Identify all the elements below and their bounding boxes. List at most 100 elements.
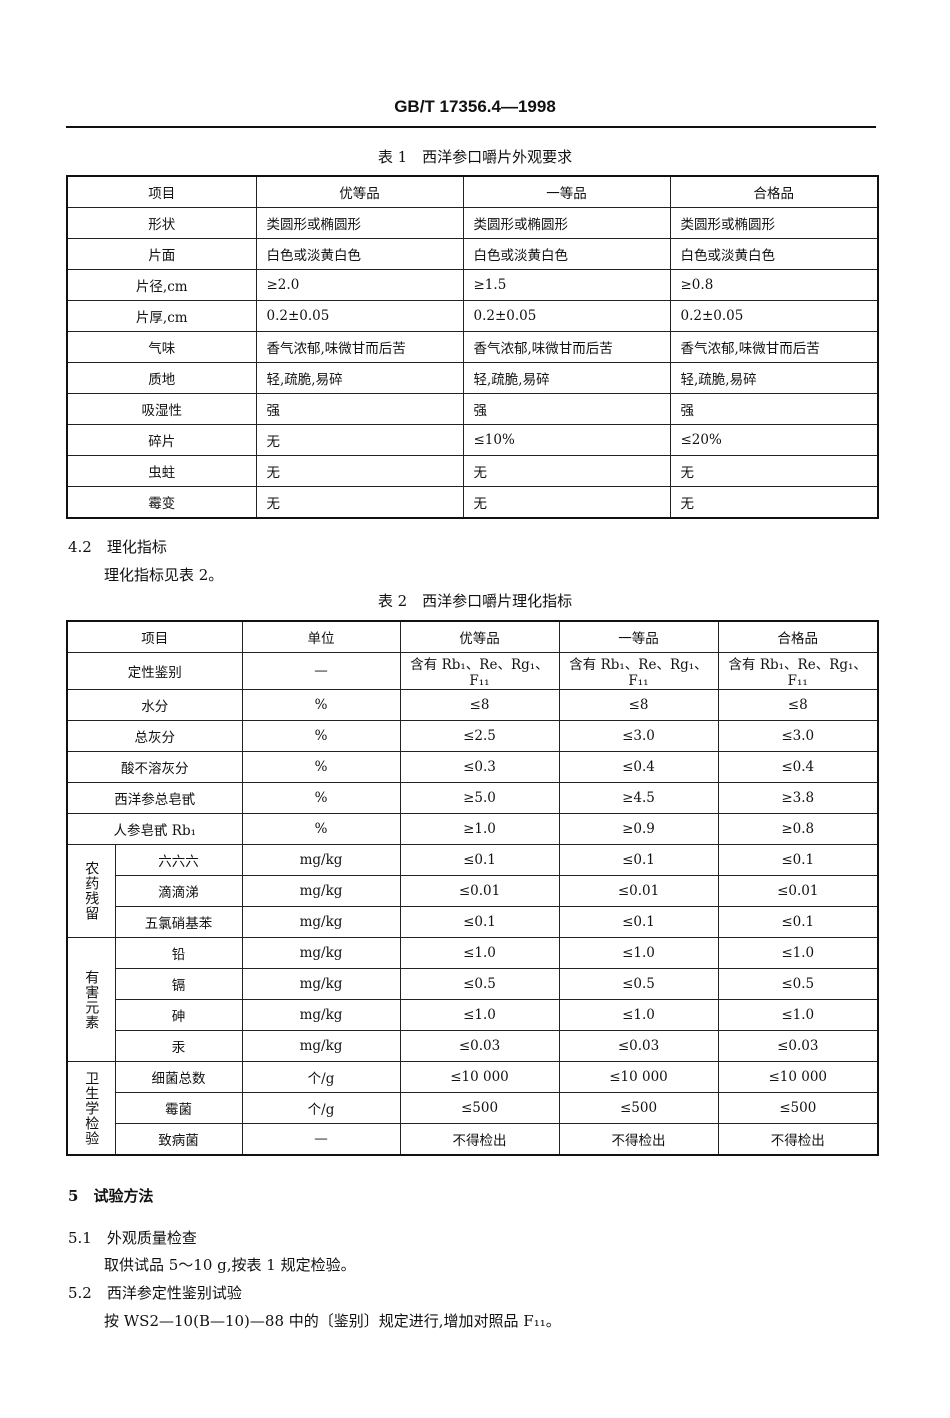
column-header: 优等品	[399, 620, 560, 653]
table-cell: 白色或淡黄白色	[255, 238, 464, 270]
table-row: 滴滴涕 mg/kg ≤0.01 ≤0.01 ≤0.01	[67, 875, 879, 907]
table-cell: ≤0.03	[558, 1030, 719, 1062]
table-cell: ≤0.03	[717, 1030, 879, 1062]
table-cell: 白色或淡黄白色	[462, 238, 671, 270]
table-cell: 无	[255, 424, 464, 456]
table-row: 有害元素铅 mg/kg ≤1.0 ≤1.0 ≤1.0	[66, 937, 879, 1062]
column-header: 合格品	[717, 620, 879, 653]
table-cell: ≤8	[558, 689, 719, 721]
row-label: 霉变	[66, 486, 257, 519]
table-cell: ≤0.01	[399, 875, 560, 907]
table-cell: ≤0.03	[399, 1030, 560, 1062]
table-cell: %	[241, 751, 401, 783]
row-label: 形状	[66, 207, 257, 239]
row-label: 质地	[66, 362, 257, 394]
table-cell: %	[241, 782, 401, 814]
table-cell: 香气浓郁,味微甘而后苦	[255, 331, 464, 363]
table-header-row: 项目 优等品 一等品 合格品	[66, 175, 879, 208]
section-5-heading: 5 试验方法	[68, 1185, 153, 1206]
section-number: 5.1	[68, 1229, 92, 1247]
table-cell: ≤10 000	[717, 1061, 879, 1093]
table-cell: ≤8	[399, 689, 560, 721]
table-cell: 含有 Rb₁、Re、Rg₁、F₁₁	[717, 652, 879, 690]
table-row: 形状 类圆形或椭圆形 类圆形或椭圆形 类圆形或椭圆形	[66, 207, 879, 239]
table-row: 水分% ≤8 ≤8 ≤8	[66, 689, 879, 721]
row-label: 总灰分	[66, 720, 243, 752]
table-cell: ≥1.5	[462, 269, 671, 301]
row-label: 水分	[66, 689, 243, 721]
table-cell: 0.2±0.05	[669, 300, 879, 332]
row-label: 片面	[66, 238, 257, 270]
section-5-1-heading: 5.1 外观质量检查	[68, 1227, 197, 1248]
row-label: 五氯硝基苯	[114, 906, 243, 938]
table-cell: ≥0.9	[558, 813, 719, 845]
section-title: 理化指标	[106, 538, 167, 556]
table-row: 五氯硝基苯 mg/kg ≤0.1 ≤0.1 ≤0.1	[67, 906, 879, 938]
table-cell: 类圆形或椭圆形	[462, 207, 671, 239]
table-cell: 不得检出	[717, 1123, 879, 1156]
table-cell: ≤10 000	[399, 1061, 560, 1093]
table-cell: ≤500	[399, 1092, 560, 1124]
table2-caption: 表 2 西洋参口嚼片理化指标	[377, 592, 573, 610]
table-cell: ≤0.1	[717, 844, 879, 876]
column-header: 项目	[66, 175, 257, 208]
table-cell: 含有 Rb₁、Re、Rg₁、F₁₁	[558, 652, 719, 690]
table-cell: ≥0.8	[669, 269, 879, 301]
table1-appearance: 项目 优等品 一等品 合格品 形状 类圆形或椭圆形 类圆形或椭圆形 类圆形或椭圆形 片面 白色或淡…	[66, 175, 879, 519]
table-cell: ≤0.5	[399, 968, 560, 1000]
column-header: 项目	[66, 620, 243, 653]
table-cell: 类圆形或椭圆形	[255, 207, 464, 239]
table-row: 片厚,cm 0.2±0.05 0.2±0.05 0.2±0.05	[66, 300, 879, 332]
table-cell: ≤2.5	[399, 720, 560, 752]
table-cell: mg/kg	[241, 906, 401, 938]
table-cell: ≤10 000	[558, 1061, 719, 1093]
table-cell: ≤0.3	[399, 751, 560, 783]
section-5-2-heading: 5.2 西洋参定性鉴别试验	[68, 1282, 242, 1303]
table-cell: mg/kg	[241, 968, 401, 1000]
table-row: 霉菌 个/g ≤500 ≤500 ≤500	[67, 1092, 879, 1124]
row-label: 镉	[114, 968, 243, 1000]
table-cell: 无	[255, 486, 464, 519]
table-cell: ≤1.0	[558, 999, 719, 1031]
table1-caption: 表 1 西洋参口嚼片外观要求	[377, 148, 573, 166]
table-cell: mg/kg	[241, 844, 401, 876]
table-row: 气味 香气浓郁,味微甘而后苦 香气浓郁,味微甘而后苦 香气浓郁,味微甘而后苦	[66, 331, 879, 363]
section-5-2-text: 按 WS2—10(B—10)—88 中的〔鉴别〕规定进行,增加对照品 F₁₁。	[104, 1312, 561, 1330]
table-cell: ≤500	[717, 1092, 879, 1124]
table-cell: 无	[462, 455, 671, 487]
document-header: GB/T 17356.4—1998	[394, 97, 556, 116]
table-cell: ≤1.0	[558, 937, 719, 969]
table-cell: ≤0.4	[558, 751, 719, 783]
table-cell: ≤0.1	[558, 906, 719, 938]
table-cell: ≤0.1	[558, 844, 719, 876]
table-row: 定性鉴别 — 含有 Rb₁、Re、Rg₁、F₁₁ 含有 Rb₁、Re、Rg₁、F₁₁ 含…	[66, 652, 879, 690]
table-cell: 无	[255, 455, 464, 487]
row-label: 滴滴涕	[114, 875, 243, 907]
table-cell: ≤1.0	[399, 999, 560, 1031]
table-cell: 类圆形或椭圆形	[669, 207, 879, 239]
table-cell: 不得检出	[558, 1123, 719, 1156]
section-number: 5	[68, 1187, 79, 1205]
table-cell: ≤0.01	[717, 875, 879, 907]
table-cell: ≤1.0	[717, 937, 879, 969]
table-cell: ≥3.8	[717, 782, 879, 814]
table-cell: 个/g	[241, 1061, 401, 1093]
column-header: 合格品	[669, 175, 879, 208]
table-cell: 强	[255, 393, 464, 425]
row-label: 片径,cm	[66, 269, 257, 301]
group-label: 卫生学检验	[66, 1061, 116, 1156]
table-cell: 轻,疏脆,易碎	[669, 362, 879, 394]
table-cell: 轻,疏脆,易碎	[255, 362, 464, 394]
section-4-2-heading: 4.2 理化指标	[68, 536, 167, 557]
row-label: 西洋参总皂甙	[66, 782, 243, 814]
row-label: 六六六	[114, 844, 243, 876]
table-cell: ≤0.4	[717, 751, 879, 783]
table-cell: 含有 Rb₁、Re、Rg₁、F₁₁	[399, 652, 560, 690]
section-number: 5.2	[68, 1284, 92, 1302]
table-cell: 无	[669, 455, 879, 487]
table-row: 酸不溶灰分% ≤0.3 ≤0.4 ≤0.4	[66, 751, 879, 783]
table-cell: mg/kg	[241, 1030, 401, 1062]
table-row: 农药残留 六六六 mg/kg ≤0.1 ≤0.1 ≤0.1	[66, 844, 879, 938]
table-row: 虫蛀无无无	[66, 455, 879, 487]
row-label: 铅	[114, 937, 243, 969]
